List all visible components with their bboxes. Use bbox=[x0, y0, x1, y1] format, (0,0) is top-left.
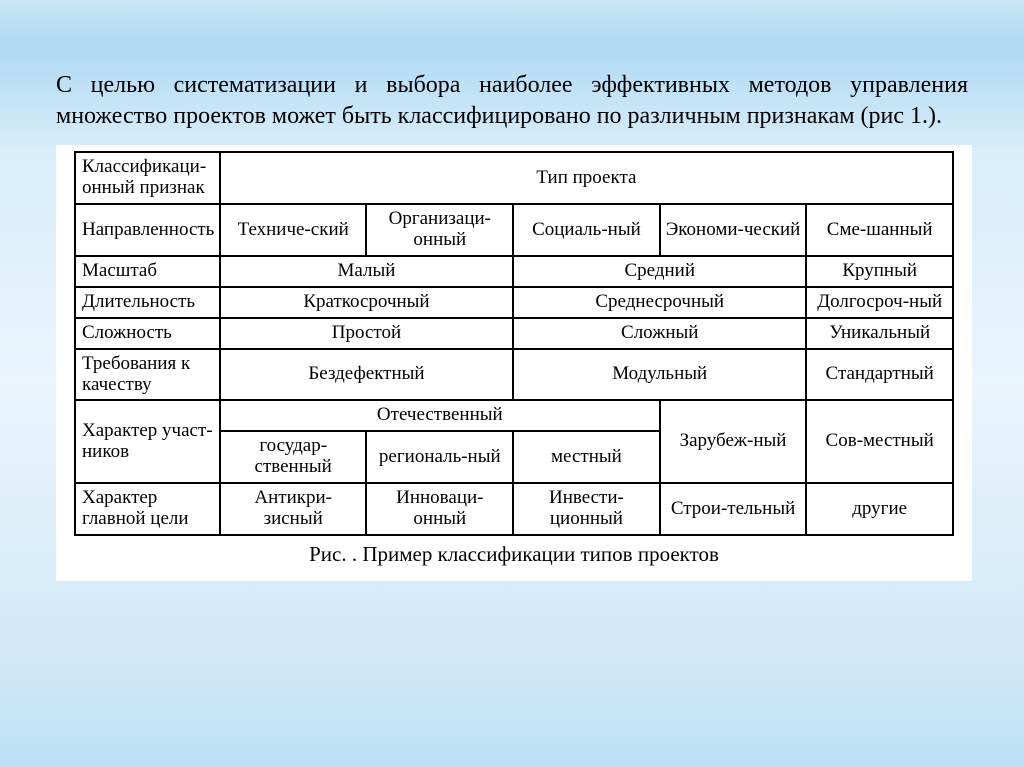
row-label: Длительность bbox=[75, 287, 220, 318]
cell: Среднесрочный bbox=[513, 287, 806, 318]
cell: другие bbox=[806, 483, 953, 535]
cell: Зарубеж-ный bbox=[660, 400, 807, 483]
cell: Сме-шанный bbox=[806, 204, 953, 256]
cell: Организаци-онный bbox=[366, 204, 513, 256]
table-row: Длительность Краткосрочный Среднесрочный… bbox=[75, 287, 953, 318]
cell: государ-ственный bbox=[220, 431, 367, 483]
slide: С целью систематизации и выбора наиболее… bbox=[0, 0, 1024, 581]
cell: Техниче-ский bbox=[220, 204, 367, 256]
cell: Экономи-ческий bbox=[660, 204, 807, 256]
table-row: Требования к качеству Бездефектный Модул… bbox=[75, 349, 953, 401]
row-label: Направленность bbox=[75, 204, 220, 256]
figure-container: Классификаци-онный признак Тип проекта Н… bbox=[56, 145, 972, 580]
cell: Уникальный bbox=[806, 318, 953, 349]
table-row: Характер главной цели Антикри-зисный Инн… bbox=[75, 483, 953, 535]
cell: Краткосрочный bbox=[220, 287, 513, 318]
table-row: Классификаци-онный признак Тип проекта bbox=[75, 152, 953, 204]
cell: Бездефектный bbox=[220, 349, 513, 401]
cell: Инвести-ционный bbox=[513, 483, 660, 535]
cell: Модульный bbox=[513, 349, 806, 401]
cell: Средний bbox=[513, 256, 806, 287]
cell: Отечественный bbox=[220, 400, 660, 431]
cell: Малый bbox=[220, 256, 513, 287]
cell: Долгосроч-ный bbox=[806, 287, 953, 318]
cell: Крупный bbox=[806, 256, 953, 287]
row-label: Масштаб bbox=[75, 256, 220, 287]
table-row: Направленность Техниче-ский Организаци-о… bbox=[75, 204, 953, 256]
row-label: Классификаци-онный признак bbox=[75, 152, 220, 204]
cell: Сов-местный bbox=[806, 400, 953, 483]
cell: Тип проекта bbox=[220, 152, 953, 204]
table-row: Характер участ-ников Отечественный Заруб… bbox=[75, 400, 953, 431]
figure-caption: Рис. . Пример классификации типов проект… bbox=[74, 536, 954, 567]
cell: Антикри-зисный bbox=[220, 483, 367, 535]
cell: региональ-ный bbox=[366, 431, 513, 483]
row-label: Характер главной цели bbox=[75, 483, 220, 535]
cell: Социаль-ный bbox=[513, 204, 660, 256]
cell: Строи-тельный bbox=[660, 483, 807, 535]
table-row: Сложность Простой Сложный Уникальный bbox=[75, 318, 953, 349]
row-label: Характер участ-ников bbox=[75, 400, 220, 483]
table-row: Масштаб Малый Средний Крупный bbox=[75, 256, 953, 287]
cell: Стандартный bbox=[806, 349, 953, 401]
cell: Инноваци-онный bbox=[366, 483, 513, 535]
classification-table: Классификаци-онный признак Тип проекта Н… bbox=[74, 151, 954, 535]
row-label: Сложность bbox=[75, 318, 220, 349]
row-label: Требования к качеству bbox=[75, 349, 220, 401]
cell: Простой bbox=[220, 318, 513, 349]
cell: Сложный bbox=[513, 318, 806, 349]
cell: местный bbox=[513, 431, 660, 483]
intro-paragraph: С целью систематизации и выбора наиболее… bbox=[56, 70, 968, 131]
